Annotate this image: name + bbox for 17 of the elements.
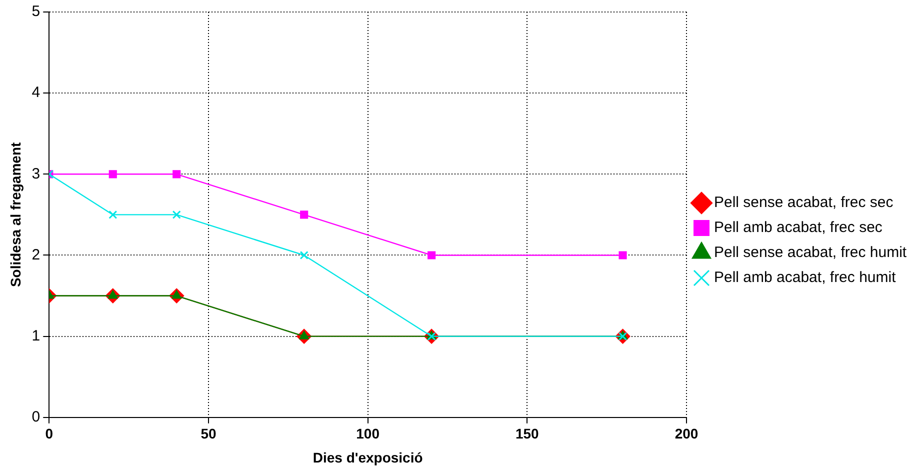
x-tick-label: 200 xyxy=(674,426,698,442)
legend-label: Pell amb acabat, frec humit xyxy=(714,269,897,286)
legend-label: Pell sense acabat, frec humit xyxy=(714,244,908,262)
y-axis-title: Solidesa al fregament xyxy=(7,142,24,288)
y-tick-label: 4 xyxy=(32,84,40,102)
x-tick-label: 150 xyxy=(515,426,540,442)
y-tick-label: 2 xyxy=(32,246,40,264)
x-tick-label: 100 xyxy=(356,426,380,442)
x-axis-title: Dies d'exposició xyxy=(312,449,423,466)
legend-label: Pell amb acabat, frec sec xyxy=(714,219,883,236)
y-tick-label: 1 xyxy=(32,327,40,344)
y-tick-label: 5 xyxy=(32,3,40,20)
x-tick-label: 50 xyxy=(200,426,216,442)
y-tick-label: 3 xyxy=(32,165,40,182)
y-tick-label: 0 xyxy=(32,408,40,426)
legend-label: Pell sense acabat, frec sec xyxy=(714,194,894,212)
x-tick-label: 0 xyxy=(45,426,54,442)
